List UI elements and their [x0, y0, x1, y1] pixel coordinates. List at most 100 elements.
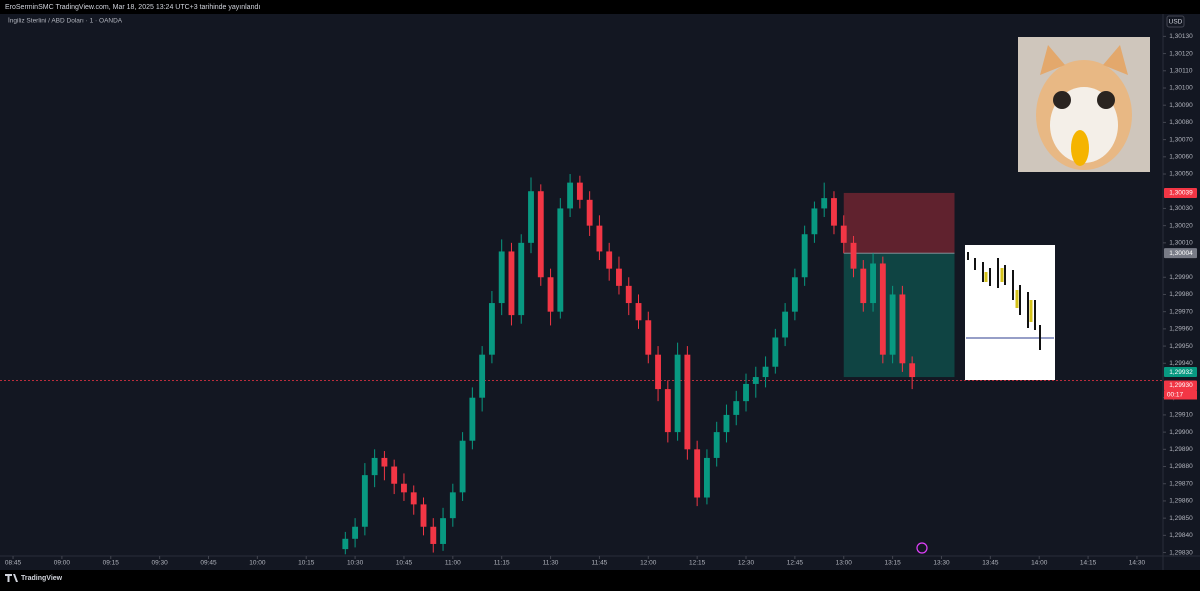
candle-body — [909, 363, 916, 378]
candle-body — [430, 526, 437, 544]
x-tick-label: 10:30 — [347, 560, 364, 567]
candle-body — [528, 191, 534, 243]
replay-icon[interactable] — [916, 542, 928, 554]
price-badge-label: 1,29932 — [1169, 369, 1193, 376]
candle-body — [801, 234, 808, 278]
y-tick-label: 1,29980 — [1169, 291, 1193, 298]
candle-body — [401, 483, 407, 493]
x-tick-label: 14:30 — [1129, 560, 1146, 567]
candle-body — [576, 182, 583, 200]
y-tick-label: 1,30020 — [1169, 222, 1193, 229]
currency-box[interactable] — [1166, 15, 1185, 28]
candle-body — [674, 354, 681, 433]
candle-body — [537, 191, 544, 278]
candle-body — [703, 457, 710, 498]
candle-body — [821, 198, 828, 209]
y-tick-label: 1,30120 — [1169, 50, 1193, 57]
candle-body — [361, 475, 368, 527]
candle-body — [860, 268, 867, 304]
x-tick-label: 12:00 — [640, 560, 657, 567]
inset-image — [965, 245, 1055, 380]
footer-brand: TradingView — [21, 575, 63, 582]
y-tick-label: 1,29900 — [1169, 429, 1193, 436]
header-title: EroSerminSMC TradingView.com, Mar 18, 20… — [5, 4, 260, 11]
candle-body — [449, 492, 456, 519]
x-tick-label: 13:45 — [982, 560, 999, 567]
candle-body — [889, 294, 896, 355]
x-tick-label: 08:45 — [5, 560, 22, 567]
x-tick-label: 12:45 — [787, 560, 804, 567]
y-tick-label: 1,29870 — [1169, 480, 1193, 487]
candle-body — [469, 397, 476, 441]
footer-bar — [0, 570, 1200, 586]
price-badge-label: 1,30039 — [1169, 190, 1193, 197]
y-tick-label: 1,30010 — [1169, 240, 1193, 247]
price-badge — [1164, 367, 1197, 378]
candle-body — [870, 263, 876, 304]
candle-body — [782, 311, 789, 338]
candle-body — [811, 208, 818, 235]
candle-body — [342, 538, 349, 550]
x-tick-label: 09:00 — [54, 560, 71, 567]
candle-body — [557, 208, 564, 312]
candle-body — [420, 504, 427, 527]
y-tick-label: 1,30090 — [1169, 102, 1193, 109]
y-tick-label: 1,30110 — [1169, 67, 1192, 74]
x-tick-label: 12:15 — [689, 560, 706, 567]
candle-body — [655, 354, 661, 390]
candle-body — [879, 263, 886, 355]
price-badge — [1164, 248, 1197, 259]
candle-body — [391, 466, 398, 484]
countdown: 00:17 — [1167, 392, 1184, 399]
y-tick-label: 1,29830 — [1169, 549, 1193, 556]
candle-body — [371, 457, 378, 476]
x-tick-label: 09:15 — [103, 560, 120, 567]
symbol: İngiliz Sterlini / ABD Doları · 1 · OAND… — [8, 16, 123, 25]
candle-body — [850, 242, 857, 269]
candle-body — [899, 294, 906, 364]
x-tick-label: 13:00 — [836, 560, 853, 567]
y-tick-label: 1,29840 — [1169, 532, 1193, 539]
candle-body — [694, 449, 701, 498]
candle-body — [498, 251, 505, 304]
x-tick-label: 14:00 — [1031, 560, 1048, 567]
candle-body — [684, 354, 691, 450]
y-tick-label: 1,30130 — [1169, 33, 1193, 40]
y-tick-label: 1,29880 — [1169, 463, 1193, 470]
y-tick-label: 1,30060 — [1169, 154, 1193, 161]
candle-body — [831, 198, 837, 226]
x-tick-label: 12:30 — [738, 560, 755, 567]
y-tick-label: 1,29960 — [1169, 326, 1193, 333]
countdown-badge — [1164, 390, 1197, 400]
candle-body — [791, 277, 798, 312]
y-tick-label: 1,30050 — [1169, 171, 1193, 178]
candle-body — [616, 268, 622, 286]
candle-body — [479, 354, 486, 398]
candle-body — [567, 182, 574, 209]
candle-body — [586, 199, 593, 226]
candle-body — [713, 432, 720, 458]
candle-body — [733, 401, 740, 415]
candle-body — [352, 526, 359, 539]
candle-body — [772, 337, 779, 367]
candle-body — [743, 383, 749, 402]
x-tick-label: 10:45 — [396, 560, 413, 567]
candle-body — [635, 303, 642, 321]
y-tick-label: 1,29850 — [1169, 515, 1193, 522]
y-tick-label: 1,30080 — [1169, 119, 1193, 126]
currency[interactable]: USD — [1169, 19, 1183, 26]
price-badge — [1164, 187, 1197, 198]
x-tick-label: 11:30 — [543, 560, 559, 567]
x-tick-label: 13:15 — [884, 560, 901, 567]
candle-body — [840, 225, 847, 243]
y-tick-label: 1,29910 — [1169, 412, 1193, 419]
x-tick-label: 10:15 — [298, 560, 315, 567]
x-tick-label: 13:30 — [933, 560, 950, 567]
stop-zone — [843, 192, 955, 254]
candle-body — [762, 366, 769, 378]
price-badge — [1164, 380, 1197, 391]
candle-body — [547, 277, 554, 312]
y-tick-label: 1,30070 — [1169, 136, 1193, 143]
y-tick-label: 1,29990 — [1169, 274, 1193, 281]
